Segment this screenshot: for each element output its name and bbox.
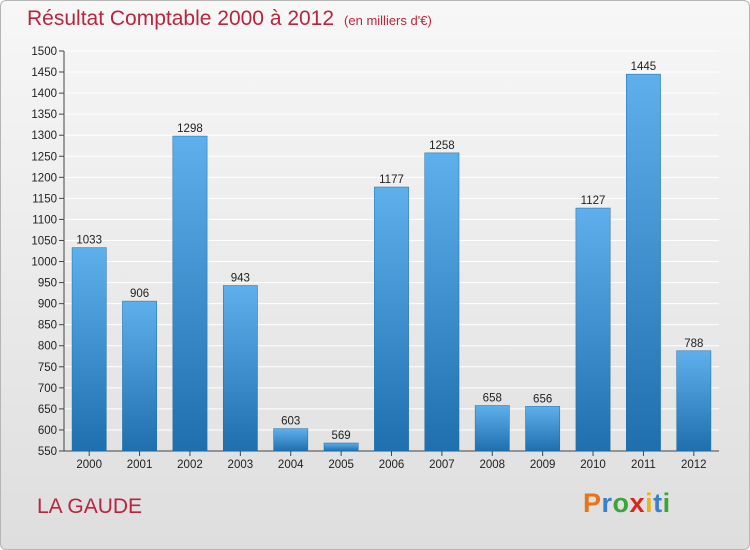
x-tick-label: 2005 <box>328 459 354 471</box>
y-tick-label: 1450 <box>31 67 57 79</box>
bar <box>273 428 309 452</box>
bar-value-label: 658 <box>483 393 502 405</box>
x-tick-label: 2006 <box>379 459 405 471</box>
x-tick-label: 2012 <box>681 459 707 471</box>
x-tick-label: 2002 <box>177 459 203 471</box>
y-tick-label: 750 <box>38 362 57 374</box>
y-tick-label: 550 <box>38 446 57 458</box>
y-tick-label: 1150 <box>32 193 57 205</box>
bar <box>575 207 611 452</box>
y-tick-label: 1050 <box>31 235 57 247</box>
y-tick-label: 1100 <box>32 214 57 226</box>
x-tick-label: 2011 <box>631 459 656 471</box>
x-tick-label: 2008 <box>479 459 505 471</box>
logo-letter: x <box>629 488 646 518</box>
logo-letter: r <box>601 488 613 518</box>
y-tick-label: 1500 <box>31 46 57 58</box>
bar <box>222 285 258 452</box>
labels: 550 600 650 700 750 800 850 900 950 1000 1050 1100 1… <box>31 46 706 471</box>
logo-letter: P <box>583 488 602 518</box>
bar <box>474 405 510 452</box>
chart-title-text: Résultat Comptable 2000 à 2012 <box>27 7 335 30</box>
bar <box>323 442 359 452</box>
bar-value-label: 1177 <box>379 174 404 186</box>
bars <box>71 73 712 452</box>
bar-value-label: 788 <box>684 338 703 350</box>
y-tick-label: 1300 <box>31 130 57 142</box>
bar-value-label: 1298 <box>177 123 203 135</box>
y-tick-label: 650 <box>38 404 57 416</box>
bar-value-label: 569 <box>332 430 351 442</box>
bar-value-label: 1033 <box>76 235 102 247</box>
logo-letter: i <box>662 488 671 518</box>
y-tick-label: 700 <box>38 383 57 395</box>
bar <box>374 186 409 452</box>
y-tick-label: 1350 <box>31 109 57 121</box>
y-tick-label: 1200 <box>31 172 57 184</box>
y-tick-label: 850 <box>38 320 57 332</box>
location-label: LA GAUDE <box>37 495 143 518</box>
y-tick-label: 1400 <box>31 88 57 100</box>
y-tick-label: 1000 <box>31 257 57 269</box>
y-tick-label: 1250 <box>31 151 57 163</box>
bar-value-label: 656 <box>533 393 552 405</box>
y-tick-label: 950 <box>38 278 57 290</box>
bar-value-label: 906 <box>130 288 149 300</box>
logo-letter: i <box>645 488 654 518</box>
bar <box>122 300 157 452</box>
bar <box>71 247 107 452</box>
logo-letter: t <box>653 488 663 518</box>
bar <box>424 152 460 452</box>
x-tick-label: 2007 <box>429 459 455 471</box>
bar <box>525 406 561 452</box>
chart-title: Résultat Comptable 2000 à 2012 (en millie… <box>27 7 432 31</box>
x-tick-label: 2009 <box>530 459 556 471</box>
bar-value-label: 943 <box>231 273 250 285</box>
bar-value-label: 1127 <box>581 195 606 207</box>
bar-value-label: 1258 <box>429 140 455 152</box>
x-tick-label: 2010 <box>580 459 606 471</box>
bar-value-label: 603 <box>281 416 300 428</box>
bar <box>626 73 661 452</box>
chart-subtitle: (en milliers d'€) <box>344 13 432 28</box>
bar-value-label: 1445 <box>631 61 657 73</box>
bar <box>172 135 208 452</box>
x-tick-label: 2001 <box>127 459 153 471</box>
proxiti-logo[interactable]: Proxiti <box>583 488 671 519</box>
logo-letter: o <box>612 488 630 518</box>
y-tick-label: 800 <box>38 341 57 353</box>
x-tick-label: 2000 <box>76 459 102 471</box>
y-tick-label: 600 <box>38 425 57 437</box>
x-tick-label: 2003 <box>228 459 254 471</box>
bar <box>676 350 712 452</box>
x-tick-label: 2004 <box>278 459 304 471</box>
y-tick-label: 900 <box>38 299 57 311</box>
